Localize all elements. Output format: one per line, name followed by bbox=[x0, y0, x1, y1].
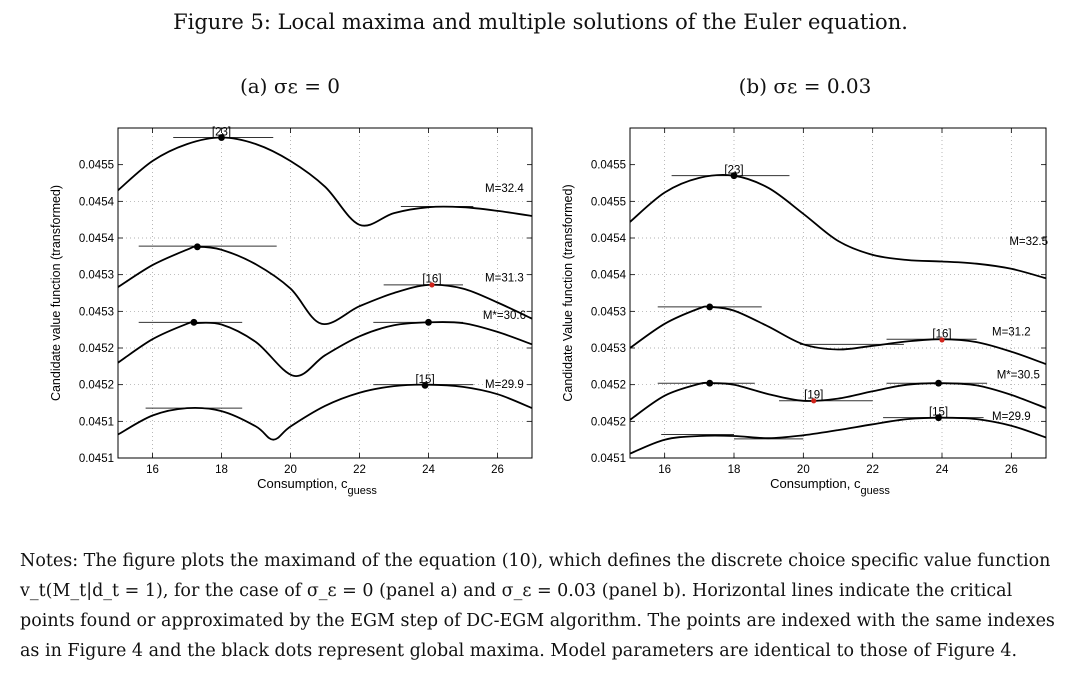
x-tick-label: 24 bbox=[422, 464, 435, 476]
y-tick-label: 0.0455 bbox=[591, 160, 626, 172]
series-line-4 bbox=[118, 383, 532, 441]
global-maximum-point bbox=[935, 379, 942, 387]
y-tick-label: 0.0452 bbox=[591, 416, 626, 428]
y-tick-label: 0.0452 bbox=[79, 380, 114, 392]
x-tick-label: 22 bbox=[353, 464, 366, 476]
notes-text: Notes: The figure plots the maximand of … bbox=[20, 551, 1055, 661]
plot-content bbox=[118, 134, 532, 441]
point-index-label: [15] bbox=[415, 374, 434, 386]
x-tick-label: 24 bbox=[936, 464, 949, 476]
x-axis-label: Consumption, cguess bbox=[257, 476, 377, 497]
x-tick-label: 20 bbox=[797, 464, 810, 476]
x-tick-label: 26 bbox=[491, 464, 504, 476]
x-tick-label: 18 bbox=[215, 464, 228, 476]
x-tick-label: 16 bbox=[658, 464, 671, 476]
global-maximum-point bbox=[193, 243, 201, 251]
panel-b-title: (b) σε = 0.03 bbox=[738, 74, 872, 98]
point-index-label: [19] bbox=[804, 390, 823, 402]
figure-notes: Notes: The figure plots the maximand of … bbox=[20, 546, 1065, 666]
series-label: M=31.3 bbox=[485, 272, 524, 284]
x-tick-label: 16 bbox=[146, 464, 159, 476]
series-label: M*=30.6 bbox=[483, 310, 526, 322]
y-tick-label: 0.0451 bbox=[591, 453, 626, 465]
series-line-3 bbox=[630, 381, 1046, 421]
series-line-1 bbox=[630, 174, 1046, 280]
global-maximum-point bbox=[421, 382, 429, 389]
y-tick-label: 0.0454 bbox=[79, 233, 115, 245]
y-tick-label: 0.0455 bbox=[591, 196, 626, 208]
y-tick-label: 0.0455 bbox=[79, 160, 114, 172]
plot-content bbox=[630, 172, 1046, 455]
point-index-label: [15] bbox=[929, 406, 948, 418]
point-index-label: [16] bbox=[932, 329, 951, 341]
x-tick-label: 22 bbox=[866, 464, 879, 476]
y-tick-label: 0.0451 bbox=[79, 416, 114, 428]
x-tick-label: 20 bbox=[284, 464, 297, 476]
critical-point-red bbox=[811, 398, 817, 404]
y-tick-label: 0.0454 bbox=[79, 196, 115, 208]
y-tick-label: 0.0453 bbox=[79, 270, 114, 282]
y-tick-label: 0.0452 bbox=[79, 343, 114, 355]
global-maximum-point bbox=[190, 318, 198, 326]
y-axis-label: Candidate value function (transformed) bbox=[49, 185, 63, 401]
series-label: M=32.4 bbox=[485, 183, 524, 195]
x-tick-label: 26 bbox=[1005, 464, 1018, 476]
plot-frame bbox=[629, 127, 1047, 459]
y-tick-label: 0.0453 bbox=[79, 306, 114, 318]
x-tick-label: 18 bbox=[728, 464, 741, 476]
point-index-label: [23] bbox=[724, 164, 743, 176]
y-tick-label: 0.0454 bbox=[591, 233, 627, 245]
global-maximum-point bbox=[706, 379, 714, 387]
y-tick-label: 0.0454 bbox=[591, 270, 627, 282]
point-index-label: [16] bbox=[422, 274, 441, 286]
y-tick-label: 0.0451 bbox=[79, 453, 114, 465]
series-label: M=29.9 bbox=[485, 379, 524, 391]
series-line-2 bbox=[630, 305, 1046, 365]
chart-panel-a: 0.0451 0.0451 0.0452 0.0452 0.0453 0.0453 0.04… bbox=[49, 126, 533, 497]
point-index-label: [23] bbox=[212, 126, 231, 138]
critical-point-red bbox=[939, 337, 945, 343]
global-maximum-point bbox=[935, 414, 942, 422]
y-tick-label: 0.0452 bbox=[591, 380, 626, 392]
series-line-4 bbox=[630, 416, 1046, 455]
global-maximum-point bbox=[706, 303, 714, 311]
series-line-2 bbox=[118, 245, 532, 325]
series-label: M*=30.5 bbox=[997, 369, 1040, 381]
global-maximum-point bbox=[218, 134, 225, 141]
figure-caption: Figure 5: Local maxima and multiple solu… bbox=[173, 10, 908, 34]
series-label: M=31.2 bbox=[992, 327, 1031, 339]
plot-area bbox=[630, 128, 1046, 458]
series-line-1 bbox=[118, 136, 532, 227]
plot-area bbox=[118, 128, 532, 458]
plot-frame bbox=[117, 127, 533, 459]
panel-a-title: (a) σε = 0 bbox=[239, 74, 341, 98]
critical-point-red bbox=[429, 282, 435, 288]
x-axis-label: Consumption, cguess bbox=[770, 476, 890, 497]
chart-panel-b: 0.0451 0.0452 0.0452 0.0453 0.0453 0.0454 0.04… bbox=[561, 127, 1048, 497]
series-label: M=29.9 bbox=[992, 411, 1031, 423]
series-line-3 bbox=[118, 321, 532, 377]
global-maximum-point bbox=[730, 172, 738, 180]
y-axis-label: Candidate Value function (transformed) bbox=[561, 184, 575, 401]
global-maximum-point bbox=[425, 318, 432, 326]
series-label: M=32.5 bbox=[1009, 236, 1048, 248]
y-tick-label: 0.0453 bbox=[591, 306, 626, 318]
y-tick-label: 0.0453 bbox=[591, 343, 626, 355]
